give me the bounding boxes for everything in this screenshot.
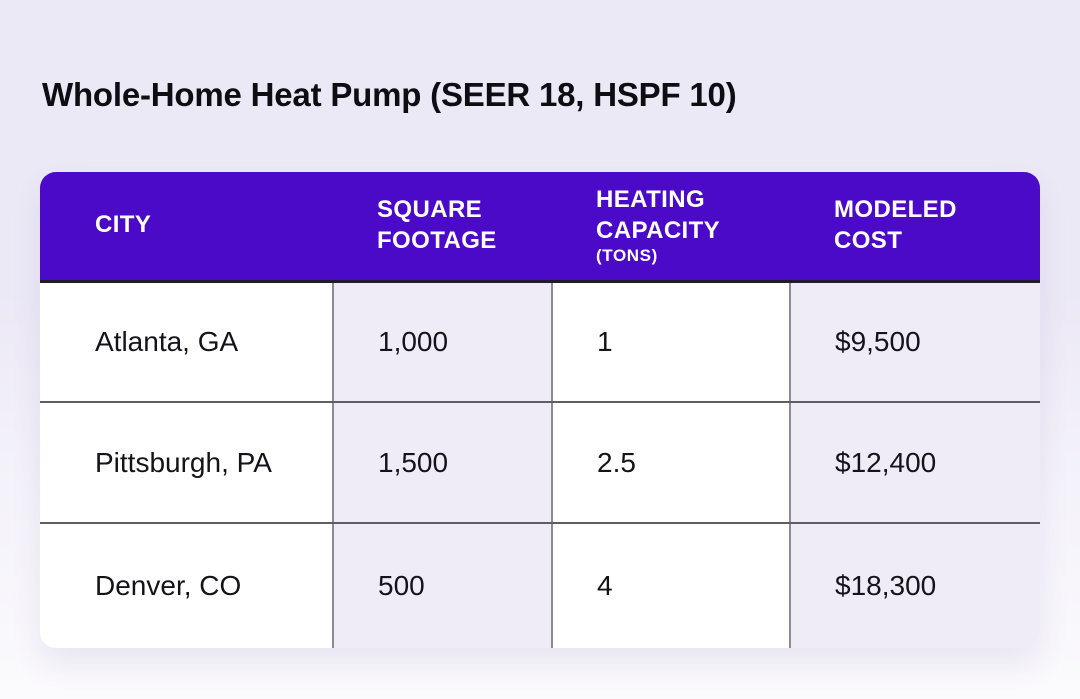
cell-heating-capacity: 2.5: [551, 402, 790, 524]
column-header-modeled-cost: MODELED COST: [790, 172, 1040, 283]
table-row-denver: Denver, CO 500 4 $18,300: [40, 523, 1040, 648]
column-header-label: CITY: [95, 211, 152, 239]
cell-modeled-cost: $18,300: [789, 523, 1040, 648]
cell-modeled-cost: $12,400: [789, 402, 1040, 524]
heat-pump-cost-table: CITY SQUARE FOOTAGE HEATING CAPACITY (TO…: [40, 172, 1040, 648]
cell-city: Atlanta, GA: [40, 281, 333, 403]
column-header-city: CITY: [40, 172, 333, 283]
column-header-label: SQUARE FOOTAGE: [377, 196, 497, 254]
cell-square-footage: 1,000: [332, 281, 552, 403]
table-body: Atlanta, GA 1,000 1 $9,500 Pittsburgh, P…: [40, 281, 1040, 648]
cell-city: Denver, CO: [40, 523, 333, 648]
column-header-sublabel: (TONS): [596, 246, 658, 266]
cell-modeled-cost: $9,500: [789, 281, 1040, 403]
cell-city: Pittsburgh, PA: [40, 402, 333, 524]
table-header: CITY SQUARE FOOTAGE HEATING CAPACITY (TO…: [40, 172, 1040, 283]
cell-square-footage: 500: [332, 523, 552, 648]
data-table: CITY SQUARE FOOTAGE HEATING CAPACITY (TO…: [40, 172, 1040, 648]
cell-square-footage: 1,500: [332, 402, 552, 524]
header-row: CITY SQUARE FOOTAGE HEATING CAPACITY (TO…: [40, 172, 1040, 283]
table-row-pittsburgh: Pittsburgh, PA 1,500 2.5 $12,400: [40, 402, 1040, 524]
column-header-label: HEATING CAPACITY: [596, 185, 721, 244]
column-header-square-footage: SQUARE FOOTAGE: [333, 172, 552, 283]
page-title: Whole-Home Heat Pump (SEER 18, HSPF 10): [42, 76, 737, 113]
cell-heating-capacity: 1: [551, 281, 790, 403]
table-row-atlanta: Atlanta, GA 1,000 1 $9,500: [40, 281, 1040, 403]
column-header-heating-capacity: HEATING CAPACITY (TONS): [552, 172, 790, 283]
column-header-label: MODELED COST: [834, 196, 957, 254]
cell-heating-capacity: 4: [551, 523, 790, 648]
